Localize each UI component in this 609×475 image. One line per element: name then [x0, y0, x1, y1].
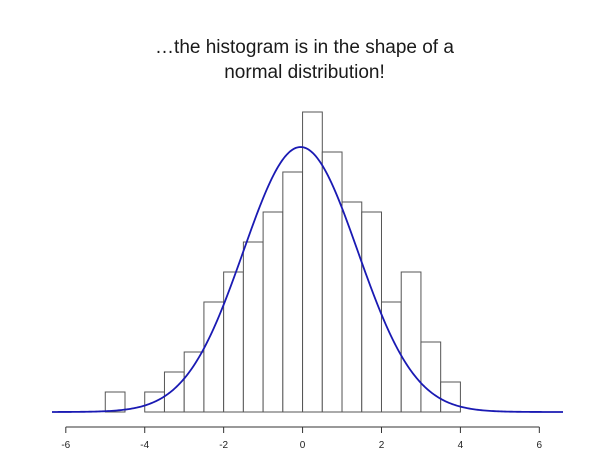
histogram-bars [104, 111, 461, 413]
histogram-bar [183, 351, 205, 413]
histogram-bar [361, 211, 382, 413]
histogram-bar [400, 271, 422, 413]
x-axis: -6 -4 -2 0 2 4 6 [61, 426, 543, 451]
histogram-bar [380, 301, 402, 413]
histogram-bar [262, 211, 284, 413]
x-tick-label: 0 [300, 440, 306, 451]
histogram-bar [223, 271, 244, 413]
x-tick-label: -4 [140, 440, 149, 451]
histogram-bar [420, 341, 442, 413]
x-tick-label: 2 [379, 440, 385, 451]
x-tick-label: 4 [458, 440, 464, 451]
normal-curve [52, 146, 563, 413]
histogram-bar [104, 391, 126, 413]
x-tick-label: -2 [219, 440, 228, 451]
x-tick-label: 6 [537, 440, 543, 451]
histogram-bar [242, 241, 264, 413]
histogram-bar [440, 381, 461, 413]
histogram-bar [203, 301, 225, 413]
chart-title: …the histogram is in the shape of a norm… [0, 35, 609, 85]
x-tick-label: -6 [61, 440, 70, 451]
histogram-bar [282, 171, 304, 413]
histogram-bar [321, 151, 343, 413]
chart-title-line-1: …the histogram is in the shape of a [155, 37, 454, 58]
histogram-bar [163, 371, 185, 413]
histogram-bar [302, 111, 323, 413]
chart-title-line-2: normal distribution! [224, 62, 385, 83]
